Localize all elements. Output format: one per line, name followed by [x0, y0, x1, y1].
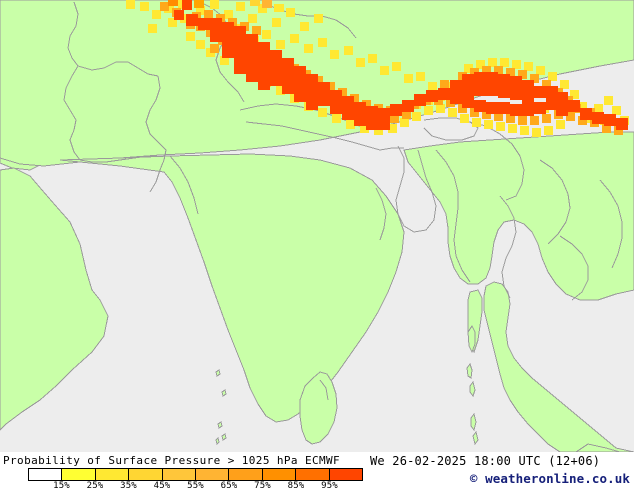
legend-tick-35pct: 35%: [120, 481, 137, 491]
legend-tick-85pct: 85%: [287, 481, 305, 491]
border-nepal-south: [245, 121, 381, 151]
border-sri-lanka-internal: [319, 379, 329, 401]
legend-cell-below15pct[interactable]: [29, 469, 63, 480]
legend-cell-15pct[interactable]: [62, 469, 96, 480]
land-nicobar-2: [472, 430, 479, 446]
border-india-south: [375, 187, 387, 241]
legend-tick-labels: 15% 25% 35% 45% 55% 65% 75% 85% 95%: [28, 481, 363, 491]
probability-top-edge: [168, 0, 284, 12]
border-bangladesh: [395, 145, 437, 233]
land-andaman-north: [467, 325, 476, 354]
copyright-label: © weatheronline.co.uk: [469, 471, 630, 486]
legend-tick-15pct: 15%: [53, 481, 70, 491]
border-china-north-1: [199, 1, 245, 103]
land-oman: [0, 167, 109, 431]
legend-cell-25pct[interactable]: [95, 469, 130, 480]
land-lakshadweep-1: [215, 369, 221, 377]
legend-cell-35pct[interactable]: [129, 469, 163, 480]
border-vietnam: [599, 179, 623, 269]
land-nicobar-1: [470, 412, 477, 432]
border-afghanistan: [63, 1, 81, 161]
legend-tick-25pct: 25%: [86, 481, 104, 491]
border-india-center: [169, 155, 199, 215]
land-lakshadweep-3: [217, 421, 223, 429]
legend-cell-65pct[interactable]: [229, 469, 263, 480]
legend-cell-45pct[interactable]: [162, 469, 197, 480]
legend-tick-65pct: 65%: [220, 481, 238, 491]
land-andaman-south: [469, 380, 476, 398]
border-india-north-1: [79, 154, 161, 163]
legend-tick-95pct: 95%: [321, 481, 338, 491]
land-lakshadweep-2: [221, 389, 227, 397]
land-sri-lanka: [299, 371, 338, 445]
probability-band-high: [174, 10, 628, 130]
border-myanmar-west: [435, 149, 471, 283]
legend-cell-75pct[interactable]: [262, 469, 297, 480]
border-myanmar-thai: [499, 195, 517, 299]
border-thai-cambodia: [559, 235, 589, 301]
map-canvas[interactable]: [0, 0, 634, 452]
legend-cell-55pct[interactable]: [196, 469, 230, 480]
legend-cell-85pct[interactable]: [296, 469, 330, 480]
border-bhutan: [423, 117, 479, 141]
run-date-label: We 26-02-2025 18:00 UTC (12+06): [370, 454, 601, 468]
land-lakshadweep-4: [221, 433, 227, 441]
map-footer: Probability of Surface Pressure > 1025 h…: [0, 452, 634, 491]
border-pakistan-india: [145, 75, 167, 193]
land-sumatra-tip: [575, 443, 621, 452]
land-maldives-speck: [215, 437, 220, 445]
map-graphic: [0, 0, 634, 452]
land-andaman-mid: [466, 362, 473, 379]
border-pakistan-iran: [77, 61, 159, 77]
legend-colorbar[interactable]: [28, 468, 363, 481]
legend-tick-45pct: 45%: [153, 481, 171, 491]
land-thai-malay-peninsula: [483, 281, 634, 452]
border-india-east-1: [379, 147, 404, 151]
border-laos: [539, 159, 571, 245]
probability-field: [126, 0, 629, 137]
legend-tick-55pct: 55%: [187, 481, 204, 491]
legend-title: Probability of Surface Pressure > 1025 h…: [3, 454, 341, 467]
legend-cell-95pct[interactable]: [329, 469, 363, 480]
legend-tick-75pct: 75%: [254, 481, 271, 491]
